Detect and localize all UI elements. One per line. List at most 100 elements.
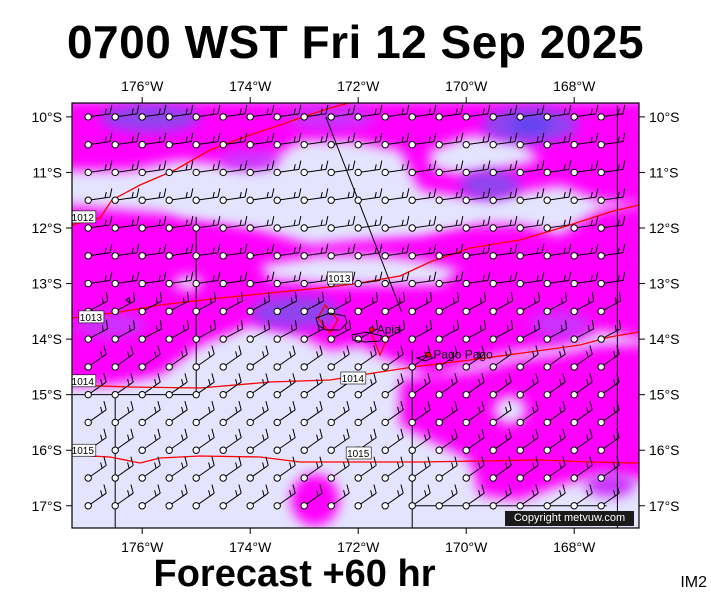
station-circle <box>273 196 281 204</box>
wind-barb <box>408 292 433 316</box>
wind-barb <box>543 132 572 149</box>
station-circle <box>246 196 254 204</box>
barb-half-feather <box>613 351 616 358</box>
station-circle <box>381 502 389 510</box>
wind-barb <box>570 216 599 232</box>
barb-feather <box>595 160 599 170</box>
barb-feather <box>562 401 566 410</box>
barb-half-feather <box>262 462 265 469</box>
station-circle <box>165 307 173 316</box>
barb-feather <box>487 243 491 253</box>
station-circle <box>381 418 389 427</box>
isobar-label-box-1 <box>326 271 353 285</box>
barb-feather <box>136 271 140 281</box>
barb-half-feather <box>266 164 269 171</box>
barb-feather <box>271 271 275 281</box>
barb-feather <box>244 104 248 114</box>
barb-feather <box>163 160 167 170</box>
wind-barb <box>570 132 599 149</box>
wind-barb <box>543 292 568 316</box>
station-circle <box>219 335 227 343</box>
barb-half-feather <box>290 297 293 304</box>
barb-feather <box>321 292 325 302</box>
wind-barb <box>327 132 356 149</box>
station-circle <box>138 363 146 371</box>
station-circle <box>570 418 578 427</box>
station-circle <box>165 140 173 149</box>
barb-half-feather <box>425 297 428 304</box>
station-circle <box>489 307 497 316</box>
wind-barb <box>597 456 620 482</box>
wind-barb <box>138 216 167 232</box>
barb-feather <box>595 188 599 198</box>
barb-feather <box>298 132 302 142</box>
barb-feather <box>510 292 514 302</box>
barb-half-feather <box>293 136 296 143</box>
station-circle <box>111 140 119 149</box>
barb-feather <box>109 104 113 114</box>
barb-feather <box>321 319 325 329</box>
barb-feather <box>163 243 167 253</box>
wind-barb <box>516 132 545 149</box>
station-circle <box>435 168 443 177</box>
station-circle <box>543 502 551 510</box>
station-circle <box>516 196 524 204</box>
island-tutuila <box>415 354 435 362</box>
barb-feather <box>271 216 275 226</box>
barb-half-feather <box>479 297 482 304</box>
barb-feather <box>375 292 379 302</box>
wind-barb <box>219 428 242 454</box>
heavy-cell-3 <box>100 104 200 132</box>
wind-barb <box>570 373 593 399</box>
barb-feather <box>541 104 545 114</box>
lat-label-left-2: 12°S <box>31 220 62 236</box>
barb-feather <box>616 428 620 438</box>
barb-half-feather <box>401 136 404 143</box>
station-circle <box>543 113 551 121</box>
barb-half-feather <box>158 219 161 226</box>
barb-half-feather <box>374 191 377 198</box>
lon-label-top-2: 172°W <box>337 78 380 94</box>
barb-feather <box>325 216 329 226</box>
barb-half-feather <box>455 136 458 143</box>
barb-feather <box>271 188 275 198</box>
heavy-cell-5 <box>460 171 520 199</box>
barb-half-feather <box>397 406 400 413</box>
station-circle <box>435 418 443 427</box>
barb-feather <box>622 216 626 226</box>
station-circle <box>138 196 146 204</box>
wind-barb <box>543 160 572 177</box>
station-circle <box>219 363 227 371</box>
wind-barb <box>111 160 140 177</box>
barb-half-feather <box>425 325 428 332</box>
station-circle <box>570 279 578 288</box>
wind-barb <box>219 373 242 399</box>
lat-label-right-3: 13°S <box>649 276 680 292</box>
wind-barb <box>192 456 215 482</box>
barb-half-feather <box>104 275 107 282</box>
station-circle <box>381 113 389 121</box>
barb-half-feather <box>320 108 323 115</box>
wind-barb <box>435 104 464 121</box>
station-circle <box>597 363 605 371</box>
wind-barb <box>435 345 458 371</box>
barb-feather <box>433 243 437 253</box>
station-circle <box>165 418 173 427</box>
station-circle <box>300 418 308 427</box>
wind-barb <box>516 243 545 260</box>
station-circle <box>111 224 119 232</box>
station-circle <box>570 335 578 343</box>
barb-half-feather <box>451 462 454 469</box>
wind-barb <box>300 243 329 260</box>
wind-barb <box>192 401 215 427</box>
wind-barb <box>354 104 383 121</box>
barb-half-feather <box>536 108 539 115</box>
barb-half-feather <box>239 191 242 198</box>
station-circle <box>246 418 254 427</box>
barb-half-feather <box>100 378 103 386</box>
barb-half-feather <box>509 191 512 198</box>
station-circle <box>543 390 551 399</box>
wind-barb <box>354 188 383 204</box>
station-circle <box>570 196 578 204</box>
wind-barb <box>597 243 626 260</box>
